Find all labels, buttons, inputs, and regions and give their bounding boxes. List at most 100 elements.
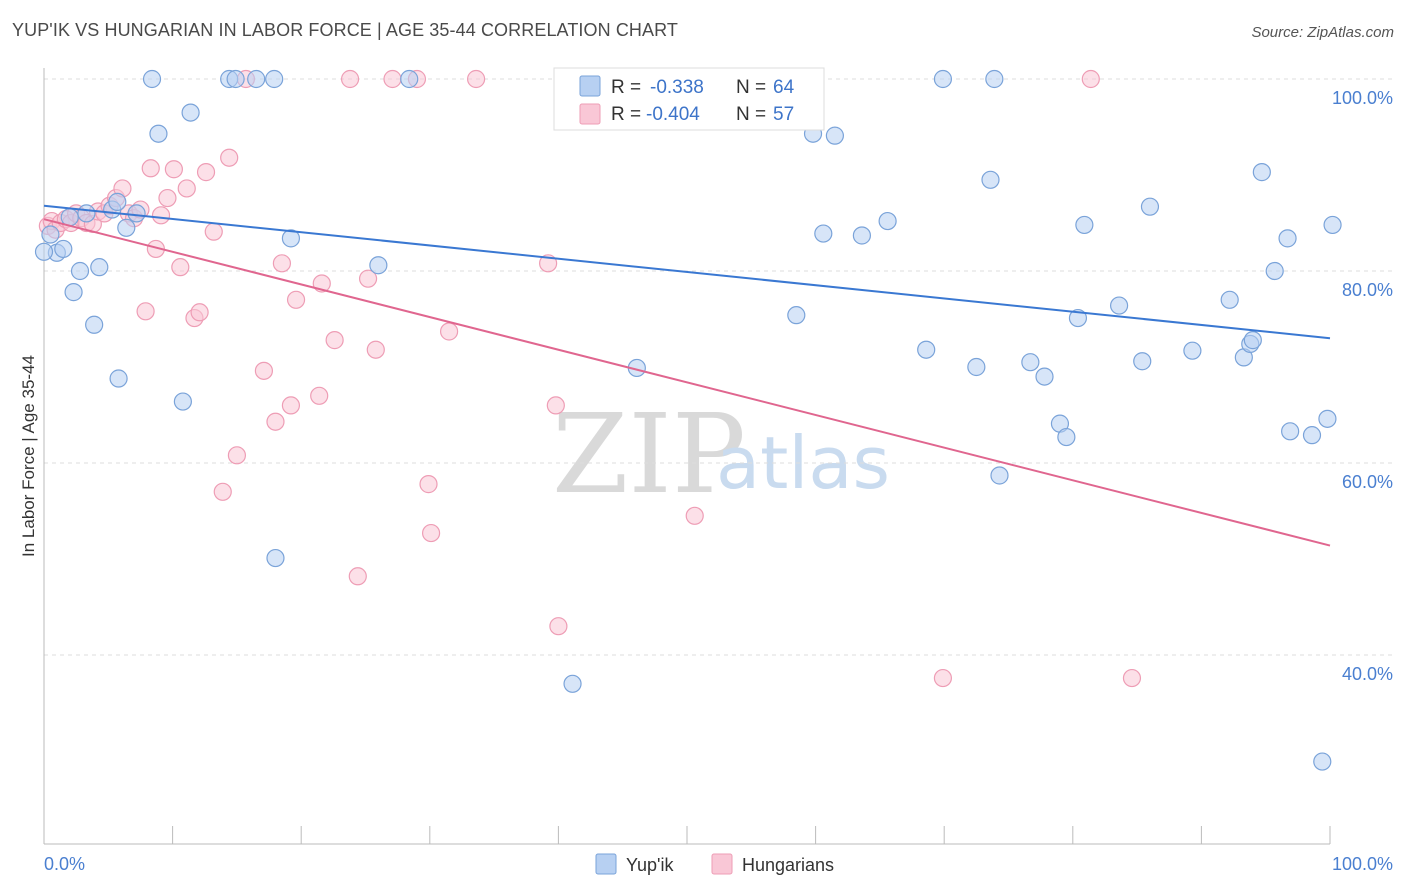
point-hungarians — [546, 396, 565, 415]
x-tick-label: 0.0% — [44, 854, 85, 874]
legend-n-value-hungarians: 57 — [773, 104, 794, 125]
point-yupik — [265, 69, 284, 89]
legend-bottom-label-hungarians: Hungarians — [742, 855, 834, 875]
legend-swatch-yupik — [579, 75, 601, 97]
point-yupik — [1140, 197, 1160, 216]
point-hungarians — [1122, 668, 1142, 688]
point-yupik — [1252, 163, 1271, 182]
point-yupik — [1183, 341, 1202, 360]
point-hungarians — [383, 69, 402, 89]
point-yupik — [1133, 352, 1152, 371]
point-hungarians — [204, 222, 223, 241]
point-hungarians — [933, 668, 953, 688]
trend-line-yupik — [43, 204, 1331, 340]
y-tick-label: 80.0% — [1342, 280, 1393, 300]
point-hungarians — [177, 179, 196, 198]
point-yupik — [149, 124, 168, 143]
chart-title: YUP'IK VS HUNGARIAN IN LABOR FORCE | AGE… — [12, 20, 678, 40]
point-hungarians — [419, 475, 438, 494]
point-hungarians — [141, 159, 160, 178]
point-yupik — [1265, 261, 1284, 281]
point-hungarians — [685, 506, 704, 525]
point-yupik — [878, 211, 897, 231]
point-hungarians — [439, 322, 459, 341]
point-yupik — [127, 204, 146, 223]
point-yupik — [247, 69, 266, 89]
point-yupik — [985, 69, 1004, 89]
point-yupik — [117, 218, 136, 237]
point-hungarians — [151, 206, 171, 225]
point-hungarians — [254, 361, 274, 380]
point-yupik — [1318, 409, 1337, 428]
point-yupik — [400, 69, 419, 89]
series-hungarians-points — [38, 69, 1142, 688]
legend-bottom: Yup'ik Hungarians — [595, 853, 834, 875]
point-hungarians — [171, 258, 190, 277]
point-yupik — [1281, 422, 1300, 441]
legend-bottom-swatch-yupik — [595, 853, 617, 875]
point-yupik — [1323, 215, 1342, 235]
point-yupik — [266, 548, 285, 568]
point-hungarians — [549, 617, 568, 636]
point-yupik — [1068, 308, 1088, 328]
point-yupik — [1302, 426, 1322, 445]
legend-n-label-hungarians: N = — [736, 104, 766, 125]
x-tick-labels: 0.0% 100.0% — [44, 854, 1393, 874]
point-yupik — [967, 357, 986, 377]
point-hungarians — [213, 482, 232, 501]
watermark: ZIP atlas — [552, 390, 890, 518]
source-credit: Source: ZipAtlas.com — [1251, 24, 1394, 41]
point-hungarians — [220, 148, 239, 167]
point-hungarians — [158, 188, 177, 208]
x-axis-ticks — [43, 826, 1331, 844]
point-yupik — [1035, 367, 1054, 386]
point-yupik — [77, 204, 96, 223]
trend-line-hungarians — [43, 218, 1331, 547]
legend-r-value-yupik: -0.338 — [650, 77, 704, 98]
legend-n-label-yupik: N = — [736, 77, 766, 98]
trend-lines — [43, 204, 1331, 547]
point-hungarians — [358, 269, 378, 288]
point-hungarians — [340, 69, 360, 89]
point-hungarians — [286, 290, 306, 309]
point-yupik — [181, 103, 200, 122]
point-yupik — [981, 170, 1000, 189]
x-tick-label: 100.0% — [1332, 854, 1393, 874]
y-tick-label: 100.0% — [1332, 88, 1393, 108]
point-yupik — [1313, 752, 1332, 771]
point-hungarians — [136, 302, 155, 321]
y-tick-label: 40.0% — [1342, 664, 1393, 684]
point-hungarians — [348, 567, 367, 586]
point-hungarians — [466, 69, 486, 89]
point-yupik — [41, 225, 60, 244]
legend-n-value-yupik: 64 — [773, 77, 795, 98]
point-yupik — [787, 306, 806, 325]
point-hungarians — [190, 303, 209, 322]
point-yupik — [1243, 331, 1262, 350]
legend-bottom-swatch-hungarians — [711, 853, 733, 875]
point-hungarians — [227, 446, 246, 465]
point-yupik — [70, 261, 90, 281]
point-yupik — [1075, 215, 1094, 235]
point-yupik — [917, 340, 936, 359]
point-yupik — [108, 192, 127, 211]
point-yupik — [142, 69, 162, 89]
point-yupik — [814, 224, 833, 243]
point-yupik — [1109, 296, 1129, 315]
point-hungarians — [310, 386, 329, 405]
legend-r-value-hungarians: -0.404 — [646, 104, 700, 125]
y-tick-labels: 100.0% 80.0% 60.0% 40.0% — [1332, 88, 1393, 684]
point-hungarians — [281, 396, 301, 415]
point-yupik — [852, 226, 871, 245]
legend-r-label-yupik: R = — [611, 77, 641, 98]
point-yupik — [173, 392, 192, 411]
point-yupik — [1278, 229, 1297, 248]
y-axis-title: In Labor Force | Age 35-44 — [19, 355, 38, 557]
point-yupik — [64, 283, 83, 302]
legend-swatch-hungarians — [579, 103, 601, 125]
point-hungarians — [272, 254, 292, 273]
point-yupik — [226, 69, 245, 89]
y-tick-label: 60.0% — [1342, 472, 1393, 492]
point-yupik — [90, 258, 109, 277]
